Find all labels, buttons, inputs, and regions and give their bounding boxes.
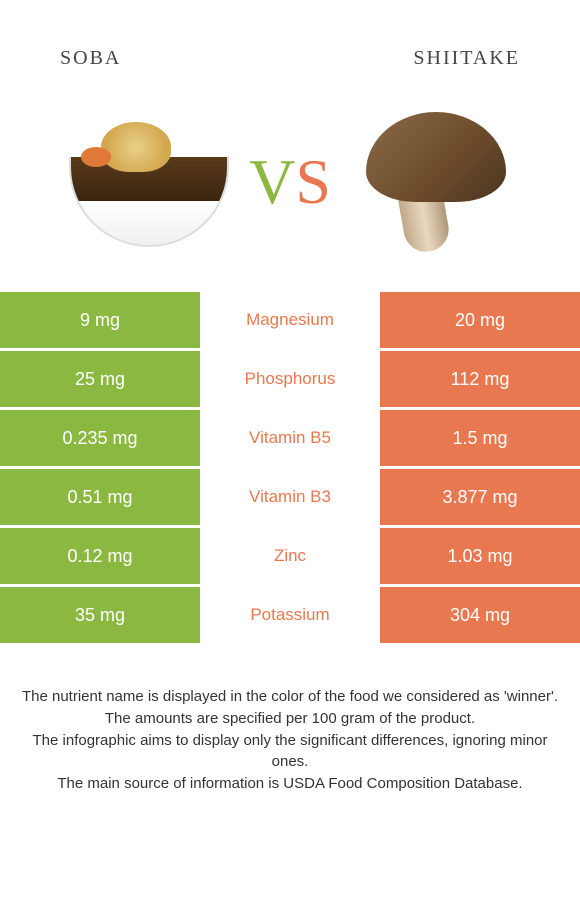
- nutrient-table: 9 mgMagnesium20 mg25 mgPhosphorus112 mg0…: [0, 292, 580, 643]
- footer-line: The main source of information is USDA F…: [20, 773, 560, 795]
- food-title-right: shiitake: [413, 40, 520, 72]
- food-title-left: soba: [60, 40, 121, 72]
- food-image-right: [341, 102, 521, 262]
- footer-line: The infographic aims to display only the…: [20, 730, 560, 774]
- nutrient-name: Potassium: [200, 587, 380, 643]
- nutrient-value-left: 0.12 mg: [0, 528, 200, 584]
- food-image-left: [59, 102, 239, 262]
- table-row: 0.12 mgZinc1.03 mg: [0, 528, 580, 584]
- nutrient-value-left: 9 mg: [0, 292, 200, 348]
- nutrient-value-left: 0.51 mg: [0, 469, 200, 525]
- table-row: 9 mgMagnesium20 mg: [0, 292, 580, 348]
- shiitake-icon: [356, 112, 506, 252]
- vs-v-letter: V: [249, 145, 295, 219]
- nutrient-name: Magnesium: [200, 292, 380, 348]
- images-row: VS: [0, 92, 580, 292]
- nutrient-value-right: 1.5 mg: [380, 410, 580, 466]
- nutrient-name: Vitamin B3: [200, 469, 380, 525]
- header: soba shiitake: [0, 0, 580, 92]
- nutrient-name: Phosphorus: [200, 351, 380, 407]
- nutrient-value-right: 1.03 mg: [380, 528, 580, 584]
- nutrient-name: Zinc: [200, 528, 380, 584]
- nutrient-value-left: 25 mg: [0, 351, 200, 407]
- footer-line: The amounts are specified per 100 gram o…: [20, 708, 560, 730]
- table-row: 0.235 mgVitamin B51.5 mg: [0, 410, 580, 466]
- soba-bowl-icon: [69, 157, 229, 247]
- nutrient-value-right: 3.877 mg: [380, 469, 580, 525]
- footer-notes: The nutrient name is displayed in the co…: [0, 646, 580, 795]
- nutrient-value-right: 304 mg: [380, 587, 580, 643]
- table-row: 35 mgPotassium304 mg: [0, 587, 580, 643]
- nutrient-value-right: 20 mg: [380, 292, 580, 348]
- vs-s-letter: S: [295, 145, 331, 219]
- nutrient-value-left: 35 mg: [0, 587, 200, 643]
- table-row: 25 mgPhosphorus112 mg: [0, 351, 580, 407]
- nutrient-value-left: 0.235 mg: [0, 410, 200, 466]
- nutrient-name: Vitamin B5: [200, 410, 380, 466]
- table-row: 0.51 mgVitamin B33.877 mg: [0, 469, 580, 525]
- footer-line: The nutrient name is displayed in the co…: [20, 686, 560, 708]
- vs-label: VS: [249, 145, 331, 219]
- mushroom-cap: [366, 112, 506, 202]
- nutrient-value-right: 112 mg: [380, 351, 580, 407]
